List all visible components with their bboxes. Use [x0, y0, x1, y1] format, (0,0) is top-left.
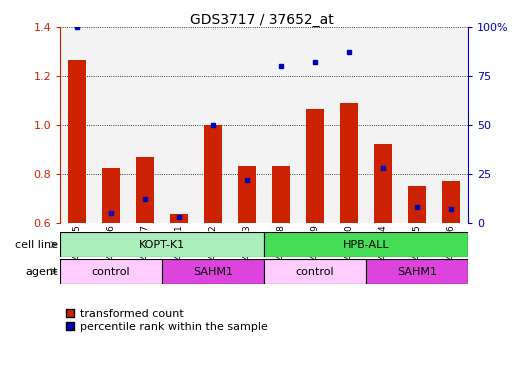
- Text: KOPT-K1: KOPT-K1: [139, 240, 185, 250]
- Bar: [170, 214, 188, 223]
- Bar: [136, 157, 154, 223]
- Text: GDS3717 / 37652_at: GDS3717 / 37652_at: [190, 13, 333, 27]
- Bar: [230, 27, 264, 223]
- Bar: [128, 27, 162, 223]
- Text: agent: agent: [25, 266, 58, 277]
- Text: HPB-ALL: HPB-ALL: [343, 240, 390, 250]
- Bar: [306, 109, 324, 223]
- Bar: [94, 27, 128, 223]
- Bar: [102, 168, 120, 223]
- Text: SAHM1: SAHM1: [397, 266, 437, 277]
- Bar: [196, 27, 230, 223]
- Bar: [434, 27, 468, 223]
- Bar: [264, 27, 298, 223]
- Bar: [340, 103, 358, 223]
- Bar: [264, 232, 468, 257]
- Bar: [442, 181, 460, 223]
- Bar: [374, 144, 392, 223]
- Bar: [68, 60, 86, 223]
- Bar: [332, 27, 366, 223]
- Text: cell line: cell line: [15, 240, 58, 250]
- Bar: [408, 186, 426, 223]
- Text: control: control: [92, 266, 130, 277]
- Bar: [366, 27, 400, 223]
- Bar: [204, 125, 222, 223]
- Text: control: control: [296, 266, 334, 277]
- Bar: [238, 166, 256, 223]
- Bar: [400, 27, 434, 223]
- Text: SAHM1: SAHM1: [193, 266, 233, 277]
- Bar: [298, 27, 332, 223]
- Bar: [60, 232, 264, 257]
- Bar: [162, 259, 264, 284]
- Bar: [60, 259, 162, 284]
- Bar: [264, 259, 366, 284]
- Bar: [162, 27, 196, 223]
- Legend: transformed count, percentile rank within the sample: transformed count, percentile rank withi…: [66, 309, 268, 333]
- Bar: [60, 27, 94, 223]
- Bar: [272, 166, 290, 223]
- Bar: [366, 259, 468, 284]
